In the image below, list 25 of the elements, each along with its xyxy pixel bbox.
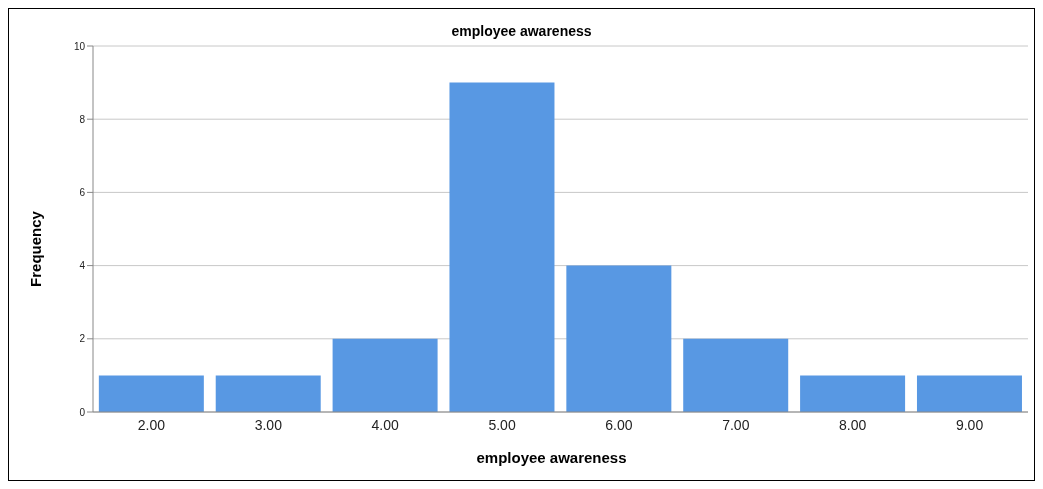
x-tick-label: 4.00 (371, 416, 400, 433)
x-axis-title: employee awareness (475, 449, 628, 466)
x-tick-label: 3.00 (254, 416, 283, 433)
y-tick-label: 2 (79, 333, 86, 345)
bar (800, 375, 906, 412)
bar (449, 82, 555, 412)
chart-title: employee awareness (450, 23, 593, 39)
bar (683, 338, 789, 412)
x-tick-label: 7.00 (722, 416, 750, 433)
bar (916, 375, 1022, 412)
bar (215, 375, 321, 412)
bar (566, 265, 672, 412)
bar (98, 375, 204, 412)
y-tick-label: 6 (79, 186, 86, 198)
y-tick-label: 8 (79, 113, 86, 125)
x-tick-label: 2.00 (137, 416, 166, 433)
y-tick-label: 4 (79, 260, 86, 272)
y-tick-label: 0 (79, 406, 86, 418)
x-tick-label: 5.00 (488, 416, 516, 433)
bar (332, 338, 438, 412)
y-tick-label: 10 (73, 40, 86, 52)
x-tick-label: 9.00 (955, 416, 984, 433)
x-tick-label: 6.00 (605, 416, 633, 433)
x-tick-label: 8.00 (839, 416, 867, 433)
y-axis-title: Frequency (26, 211, 44, 287)
